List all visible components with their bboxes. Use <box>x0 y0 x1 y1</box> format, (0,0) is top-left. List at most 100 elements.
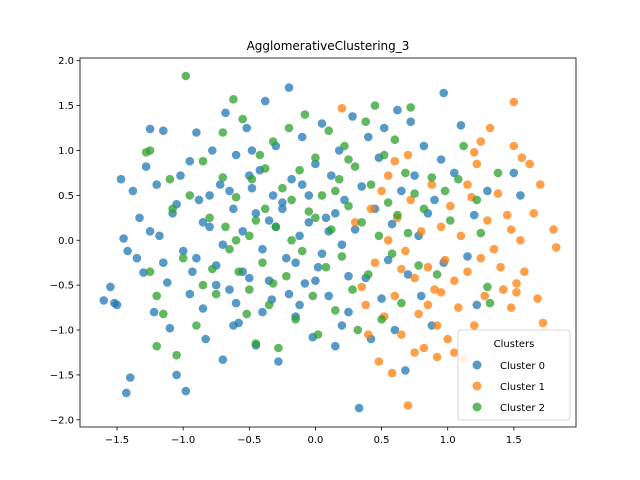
point-cluster-0-101 <box>436 155 446 164</box>
point-cluster-2-85 <box>152 291 161 301</box>
point-cluster-2-7 <box>178 253 188 263</box>
point-cluster-0-35 <box>215 180 225 189</box>
point-cluster-2-11 <box>198 156 208 166</box>
point-cluster-0-96 <box>416 291 426 301</box>
point-cluster-2-15 <box>225 244 234 254</box>
point-cluster-0-0 <box>99 296 109 305</box>
point-cluster-1-54 <box>533 294 542 303</box>
point-cluster-0-128 <box>218 240 228 249</box>
point-cluster-1-59 <box>509 97 519 107</box>
point-cluster-0-131 <box>258 307 267 317</box>
point-cluster-0-16 <box>152 180 161 189</box>
point-cluster-0-23 <box>176 171 185 180</box>
point-cluster-1-7 <box>374 357 384 366</box>
point-cluster-1-37 <box>472 159 482 169</box>
point-cluster-0-49 <box>260 96 270 106</box>
point-cluster-2-88 <box>221 222 230 232</box>
point-cluster-2-81 <box>476 228 486 238</box>
point-cluster-1-65 <box>410 348 419 357</box>
y-tick-label: 1.0 <box>58 146 74 157</box>
point-cluster-0-75 <box>348 112 357 121</box>
point-cluster-0-5 <box>119 234 128 243</box>
point-cluster-1-11 <box>387 368 397 378</box>
x-tick-label: 0.0 <box>307 435 323 446</box>
point-cluster-0-110 <box>509 168 519 178</box>
point-cluster-0-141 <box>247 146 257 155</box>
point-cluster-2-80 <box>472 195 482 205</box>
point-cluster-1-66 <box>423 300 433 310</box>
point-cluster-0-18 <box>159 126 168 135</box>
point-cluster-2-43 <box>317 191 327 200</box>
point-cluster-2-59 <box>370 101 380 110</box>
point-cluster-0-37 <box>221 108 230 118</box>
point-cluster-2-44 <box>321 262 331 272</box>
point-cluster-2-53 <box>350 162 360 171</box>
point-cluster-0-65 <box>313 262 323 272</box>
point-cluster-0-9 <box>128 186 138 196</box>
y-tick-label: 1.5 <box>58 101 74 112</box>
point-cluster-0-38 <box>225 285 234 294</box>
point-cluster-0-111 <box>516 191 525 200</box>
point-cluster-0-30 <box>198 304 208 313</box>
point-cluster-2-3 <box>152 341 161 351</box>
point-cluster-2-42 <box>313 330 323 339</box>
point-cluster-0-127 <box>205 191 214 200</box>
point-cluster-2-14 <box>218 128 228 137</box>
point-cluster-0-24 <box>178 246 188 256</box>
point-cluster-0-14 <box>145 124 155 134</box>
point-cluster-0-97 <box>419 141 429 151</box>
point-cluster-0-64 <box>311 159 320 169</box>
point-cluster-1-4 <box>364 330 373 339</box>
point-cluster-1-64 <box>512 288 521 297</box>
point-cluster-2-47 <box>331 306 340 315</box>
point-cluster-0-94 <box>410 171 419 180</box>
point-cluster-1-56 <box>538 318 548 328</box>
point-cluster-1-71 <box>463 180 472 189</box>
point-cluster-1-55 <box>536 180 545 189</box>
point-cluster-2-46 <box>327 225 336 234</box>
point-cluster-2-45 <box>324 126 334 135</box>
point-cluster-0-124 <box>331 209 340 218</box>
point-cluster-1-28 <box>443 334 453 344</box>
point-cluster-0-116 <box>225 186 234 196</box>
point-cluster-1-44 <box>496 262 505 272</box>
point-cluster-0-11 <box>135 213 144 223</box>
point-cluster-1-42 <box>489 244 499 254</box>
point-cluster-0-32 <box>205 222 214 232</box>
point-cluster-2-6 <box>172 350 181 360</box>
point-cluster-0-48 <box>258 244 267 254</box>
point-cluster-0-53 <box>274 357 283 366</box>
point-cluster-0-43 <box>242 123 251 133</box>
point-cluster-2-98 <box>260 164 270 173</box>
legend-label-cluster-2: Cluster 2 <box>500 403 545 414</box>
point-cluster-1-15 <box>401 246 410 256</box>
point-cluster-2-95 <box>245 285 254 294</box>
point-cluster-0-73 <box>340 195 349 205</box>
point-cluster-1-74 <box>390 156 400 166</box>
point-cluster-2-29 <box>271 222 281 232</box>
point-cluster-1-34 <box>463 267 472 277</box>
point-cluster-0-103 <box>439 88 449 98</box>
point-cluster-2-41 <box>311 153 320 162</box>
point-cluster-0-92 <box>403 270 413 279</box>
point-cluster-2-30 <box>274 343 283 353</box>
point-cluster-0-6 <box>123 246 132 256</box>
point-cluster-2-82 <box>483 282 492 292</box>
point-cluster-1-67 <box>436 288 446 297</box>
legend-marker-cluster-0 <box>472 360 482 370</box>
y-tick-label: 0.5 <box>58 191 74 202</box>
point-cluster-0-135 <box>311 276 320 286</box>
series-cluster-1 <box>337 97 561 410</box>
point-cluster-0-115 <box>211 280 221 290</box>
point-cluster-2-24 <box>255 150 265 160</box>
point-cluster-0-1 <box>106 282 115 292</box>
point-cluster-1-53 <box>529 209 538 218</box>
point-cluster-1-50 <box>516 236 525 245</box>
plot-frame <box>79 57 577 428</box>
point-cluster-2-16 <box>229 95 238 104</box>
point-cluster-0-134 <box>297 180 307 189</box>
point-cluster-2-92 <box>311 213 320 223</box>
point-cluster-0-50 <box>264 216 274 225</box>
point-cluster-1-25 <box>432 321 442 330</box>
point-cluster-0-133 <box>284 289 294 299</box>
